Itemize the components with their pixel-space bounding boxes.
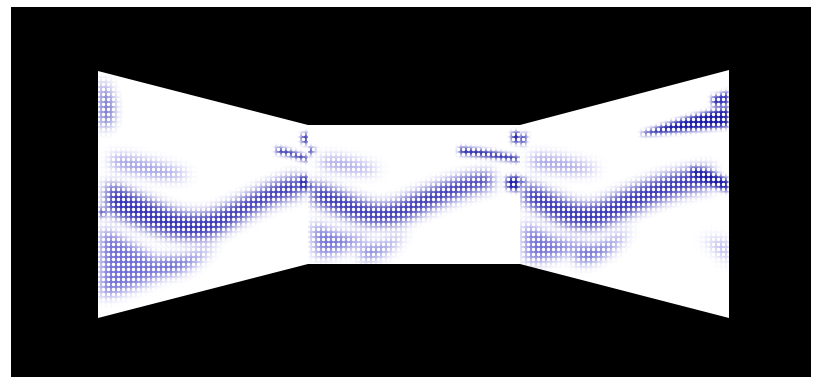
right-wall-panel [520,70,729,318]
back-wall-panel [308,125,520,264]
scene-canvas [11,7,811,377]
render-viewport[interactable] [11,7,811,377]
left-wall-panel [98,71,308,318]
